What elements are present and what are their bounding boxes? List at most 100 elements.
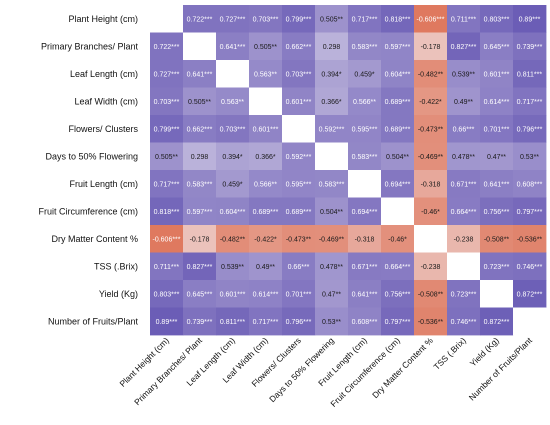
heatmap-cell-r9-c3 (216, 225, 250, 253)
cell-label-r2-c6: 0.298 (323, 44, 341, 51)
cell-label-r9-c7: -0.318 (355, 236, 375, 243)
cell-label-r10-c5: 0.66*** (288, 264, 310, 271)
cell-label-r7-c3: 0.459* (222, 181, 243, 188)
heatmap-cell-r2-c12 (513, 32, 547, 61)
heatmap-cell-r10-c6 (315, 252, 349, 281)
cell-label-r4-c11: 0.614*** (484, 99, 510, 106)
heatmap-cell-r3-c6 (315, 60, 349, 88)
cell-label-r5-c10: 0.66*** (453, 126, 475, 133)
heatmap-cell-r2-c10 (447, 32, 481, 61)
heatmap-cell-r12-c4 (249, 307, 283, 336)
heatmap-cell-r3-c3 (216, 60, 250, 88)
heatmap-cell-r12-c10 (447, 307, 481, 336)
cell-label-r6-c1: 0.505** (155, 154, 178, 161)
heatmap-cell-r12-c9 (414, 307, 448, 336)
heatmap-cell-r2-c6 (315, 32, 349, 61)
heatmap-cell-r3-c7 (348, 60, 382, 88)
cell-label-r10-c4: 0.49** (256, 264, 275, 271)
heatmap-cell-r6-c9 (414, 142, 448, 171)
heatmap-cell-r6-c6 (315, 142, 349, 171)
cell-label-r9-c8: -0.46* (388, 236, 407, 243)
cell-label-r10-c8: 0.664*** (385, 264, 411, 271)
heatmap-cell-r4-c9 (414, 87, 448, 116)
cell-label-r3-c11: 0.601*** (484, 71, 510, 78)
heatmap-cell-r5-c2 (183, 115, 217, 143)
cell-label-r7-c2: 0.583*** (187, 181, 213, 188)
heatmap-cell-r1-c7 (348, 5, 382, 33)
heatmap-cell-r10-c11 (480, 252, 514, 281)
heatmap-cell-r11-c5 (282, 280, 316, 308)
heatmap-cell-r6-c8 (381, 142, 415, 171)
heatmap-cell-r8-c3 (216, 197, 250, 226)
heatmap-cell-r1-c2 (183, 5, 217, 33)
heatmap-cell-r9-c6 (315, 225, 349, 253)
cell-label-r10-c7: 0.671*** (352, 264, 378, 271)
heatmap-cell-r2-c4 (249, 32, 283, 61)
heatmap-cell-r10-c4 (249, 252, 283, 281)
heatmap-cell-r7-c10 (447, 170, 481, 198)
heatmap-cell-r8-c7 (348, 197, 382, 226)
row-label-primary-branches-plant: Primary Branches/ Plant (41, 41, 139, 51)
cell-label-r10-c11: 0.723*** (484, 264, 510, 271)
heatmap-cell-r12-c1 (150, 307, 184, 336)
heatmap-cell-r5-c12 (513, 115, 547, 143)
heatmap-cell-r6-c11 (480, 142, 514, 171)
cell-label-r9-c11: -0.508** (484, 236, 510, 243)
cell-label-r10-c3: 0.539** (221, 264, 244, 271)
cell-label-r10-c2: 0.827*** (187, 264, 213, 271)
cell-label-r6-c2: 0.298 (191, 154, 209, 161)
heatmap-cell-r1-c10 (447, 5, 481, 33)
heatmap-cell-r3-c4 (249, 60, 283, 88)
cell-label-r1-c6: 0.505** (320, 16, 343, 23)
heatmap-cell-r2-c3 (216, 32, 250, 61)
heatmap-cell-r8-c8 (381, 197, 415, 226)
cell-label-r9-c12: -0.536** (517, 236, 543, 243)
heatmap-cell-r6-c5 (282, 142, 316, 171)
cell-label-r1-c9: -0.606*** (416, 16, 444, 23)
heatmap-cell-r6-c1 (150, 142, 184, 171)
cell-label-r4-c2: 0.505** (188, 99, 211, 106)
cell-label-r7-c6: 0.583*** (319, 181, 345, 188)
cell-label-r8-c6: 0.504** (320, 209, 343, 216)
cell-label-r3-c1: 0.727*** (154, 71, 180, 78)
cell-label-r8-c1: 0.818*** (154, 209, 180, 216)
cell-label-r9-c10: -0.238 (454, 236, 474, 243)
cell-label-r10-c6: 0.478** (320, 264, 343, 271)
heatmap-cell-r7-c6 (315, 170, 349, 198)
heatmap-cell-r7-c1 (150, 170, 184, 198)
heatmap-cell-r11-c11 (480, 280, 514, 308)
cell-label-r5-c9: -0.473** (418, 126, 444, 133)
row-label-leaf-width-cm: Leaf Width (cm) (74, 96, 138, 106)
heatmap-cell-r2-c1 (150, 32, 184, 61)
row-label-leaf-length-cm: Leaf Length (cm) (70, 69, 138, 79)
heatmap-cell-r9-c1 (150, 225, 184, 253)
heatmap-cell-r11-c3 (216, 280, 250, 308)
heatmap-cell-r5-c11 (480, 115, 514, 143)
cell-label-r4-c1: 0.703*** (154, 99, 180, 106)
heatmap-cell-r8-c9 (414, 197, 448, 226)
heatmap-cell-r11-c9 (414, 280, 448, 308)
cell-label-r9-c3: -0.482** (220, 236, 246, 243)
cell-label-r7-c11: 0.641*** (484, 181, 510, 188)
row-label-dry-matter-content: Dry Matter Content % (51, 234, 138, 244)
heatmap-cell-r12-c7 (348, 307, 382, 336)
cell-label-r7-c9: -0.318 (421, 181, 441, 188)
cell-label-r5-c1: 0.799*** (154, 126, 180, 133)
column-label-yield-kg: Yield (Kg) (468, 335, 501, 368)
heatmap-cell-r11-c10 (447, 280, 481, 308)
column-labels: Plant Height (cm)Primary Branches/ Plant… (117, 335, 534, 409)
row-label-fruit-circumference-cm: Fruit Circumference (cm) (38, 206, 138, 216)
cell-label-r5-c8: 0.689*** (385, 126, 411, 133)
cell-label-r6-c12: 0.53** (520, 154, 539, 161)
heatmap-cell-r12-c5 (282, 307, 316, 336)
cell-label-r1-c2: 0.722*** (187, 16, 213, 23)
cell-label-r4-c6: 0.366* (321, 99, 342, 106)
cell-label-r11-c4: 0.614*** (253, 291, 279, 298)
heatmap-cell-r11-c4 (249, 280, 283, 308)
heatmap-cell-r3-c9 (414, 60, 448, 88)
heatmap-cell-r3-c2 (183, 60, 217, 88)
cell-label-r9-c4: -0.422* (254, 236, 277, 243)
cell-label-r11-c3: 0.601*** (220, 291, 246, 298)
cell-label-r12-c10: 0.746*** (451, 319, 477, 326)
